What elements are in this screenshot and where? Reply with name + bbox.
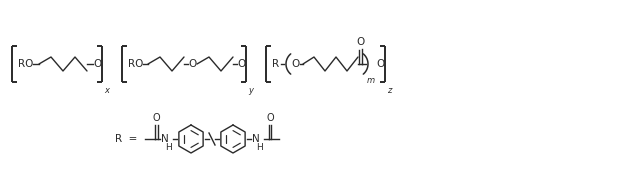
- Text: N: N: [161, 134, 169, 144]
- Text: O: O: [376, 59, 384, 69]
- Text: H: H: [165, 142, 172, 151]
- Text: R  =: R =: [115, 134, 138, 144]
- Text: RO: RO: [18, 59, 33, 69]
- Text: R: R: [272, 59, 279, 69]
- Text: z: z: [387, 86, 392, 95]
- Text: N: N: [252, 134, 260, 144]
- Text: O: O: [152, 113, 160, 123]
- Text: RO: RO: [128, 59, 143, 69]
- Text: O: O: [266, 113, 274, 123]
- Text: O: O: [357, 37, 365, 47]
- Text: x: x: [104, 86, 109, 95]
- Text: O: O: [291, 59, 300, 69]
- Text: y: y: [248, 86, 253, 95]
- Text: H: H: [256, 142, 263, 151]
- Text: O: O: [237, 59, 245, 69]
- Text: m: m: [367, 76, 375, 85]
- Text: O: O: [93, 59, 101, 69]
- Text: O: O: [188, 59, 196, 69]
